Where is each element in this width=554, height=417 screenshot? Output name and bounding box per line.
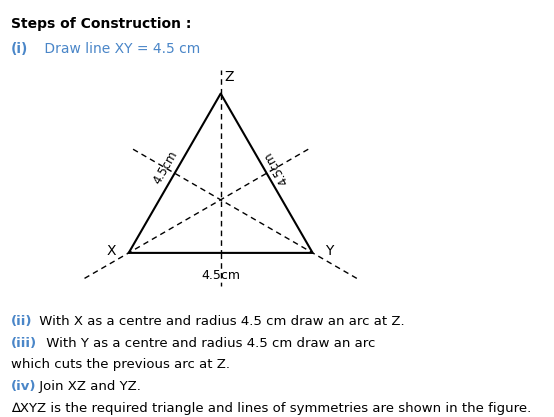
Text: which cuts the previous arc at Z.: which cuts the previous arc at Z. xyxy=(11,358,230,371)
Text: Join XZ and YZ.: Join XZ and YZ. xyxy=(35,380,141,393)
Text: Y: Y xyxy=(326,244,334,258)
Text: 4.5cm: 4.5cm xyxy=(201,269,240,282)
Text: With Y as a centre and radius 4.5 cm draw an arc: With Y as a centre and radius 4.5 cm dra… xyxy=(42,337,375,349)
Text: With X as a centre and radius 4.5 cm draw an arc at Z.: With X as a centre and radius 4.5 cm dra… xyxy=(35,315,405,328)
Text: X: X xyxy=(106,244,116,258)
Text: Draw line XY = 4.5 cm: Draw line XY = 4.5 cm xyxy=(40,42,200,56)
Text: (iv): (iv) xyxy=(11,380,37,393)
Text: Z: Z xyxy=(224,70,234,84)
Text: (i): (i) xyxy=(11,42,28,56)
Text: 4.5cm: 4.5cm xyxy=(150,149,180,187)
Text: Steps of Construction :: Steps of Construction : xyxy=(11,17,192,31)
Text: 4.5cm: 4.5cm xyxy=(261,149,291,187)
Text: (iii): (iii) xyxy=(11,337,37,349)
Text: (ii): (ii) xyxy=(11,315,33,328)
Text: ∆XYZ is the required triangle and lines of symmetries are shown in the figure.: ∆XYZ is the required triangle and lines … xyxy=(11,402,531,414)
